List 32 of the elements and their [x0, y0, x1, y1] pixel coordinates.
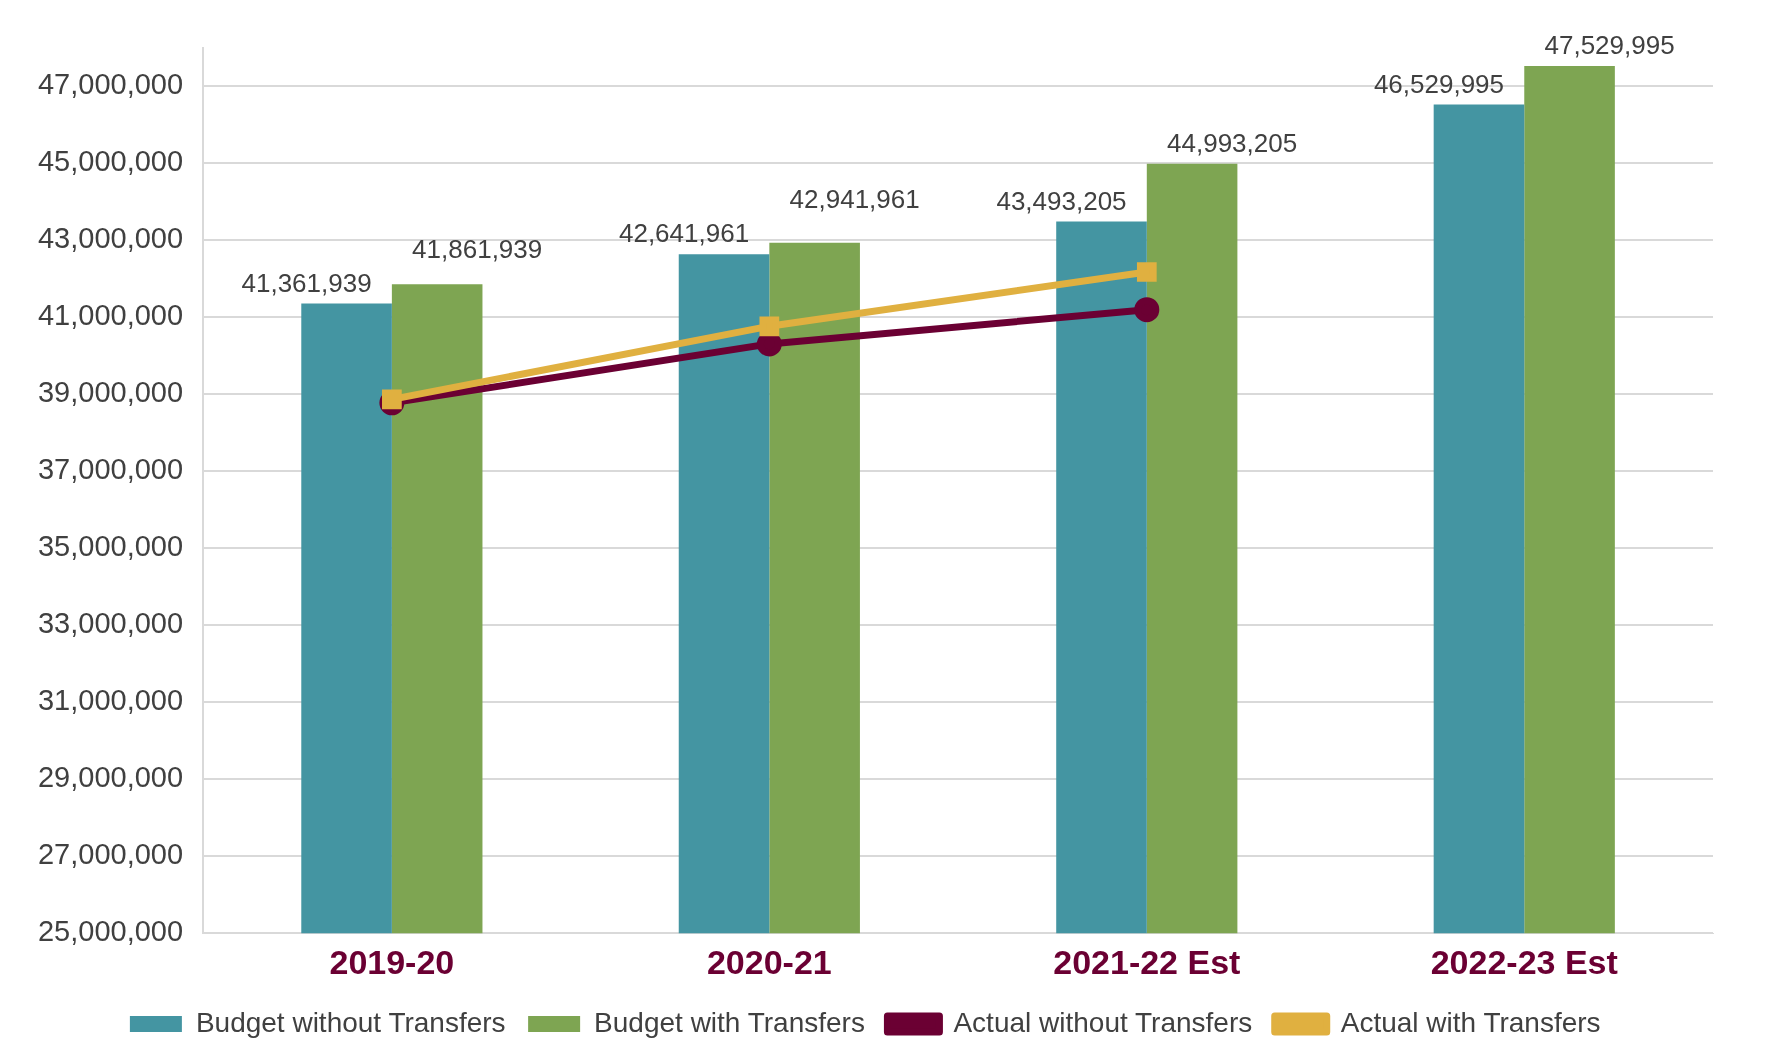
- y-tick-label: 41,000,000: [37, 299, 184, 332]
- data-label: 47,529,995: [1544, 30, 1675, 61]
- y-tick-label: 39,000,000: [37, 376, 184, 409]
- point: [759, 316, 780, 337]
- y-tick-label: 29,000,000: [37, 761, 184, 794]
- legend-label: Actual with Transfers: [1340, 1006, 1601, 1038]
- y-tick-label: 27,000,000: [37, 838, 184, 871]
- legend-label: Budget with Transfers: [594, 1006, 865, 1038]
- legend-label: Budget without Transfers: [195, 1006, 506, 1038]
- y-tick-label: 43,000,000: [37, 222, 184, 255]
- y-tick-label: 25,000,000: [37, 915, 184, 948]
- data-label: 42,641,961: [618, 218, 750, 249]
- point: [1136, 262, 1157, 282]
- legend-label: Actual without Transfers: [953, 1006, 1253, 1038]
- data-label: 44,993,205: [1167, 127, 1298, 158]
- y-tick-label: 35,000,000: [37, 530, 184, 563]
- y-tick-label: 47,000,000: [37, 68, 184, 101]
- data-label: 46,529,995: [1373, 68, 1505, 99]
- data-label: 41,861,939: [412, 233, 543, 264]
- x-tick-label: 2020-21: [706, 942, 832, 981]
- y-tick-label: 37,000,000: [37, 453, 184, 486]
- x-tick-label: 2022-23 Est: [1430, 942, 1618, 981]
- point: [1134, 297, 1160, 323]
- point: [382, 389, 402, 410]
- x-tick-label: 2021-22 Est: [1053, 942, 1241, 981]
- data-label: 43,493,205: [996, 185, 1127, 216]
- y-tick-label: 31,000,000: [37, 684, 184, 717]
- x-tick-label: 2019-20: [329, 942, 455, 981]
- data-label: 42,941,961: [789, 184, 920, 215]
- y-tick-label: 33,000,000: [37, 607, 184, 640]
- data-label: 41,361,939: [241, 267, 372, 298]
- y-tick-label: 45,000,000: [37, 145, 184, 178]
